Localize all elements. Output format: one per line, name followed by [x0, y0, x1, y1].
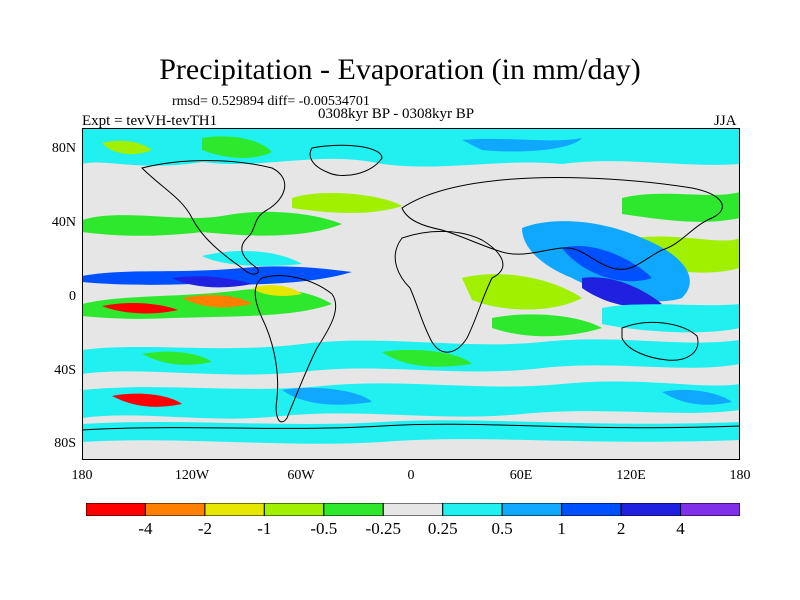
colorbar-swatch [382, 503, 444, 516]
y-tick-label: 80N [51, 141, 76, 156]
colorbar-label: 2 [616, 519, 626, 538]
y-tick-label: 80S [54, 436, 76, 451]
x-tick-label: 120E [616, 468, 646, 483]
y-tick-label: 40N [51, 215, 76, 230]
x-tick-label: 180 [729, 468, 751, 483]
colorbar-swatch [561, 503, 622, 516]
colorbar-swatch [263, 503, 325, 516]
colorbar-label: -4 [138, 519, 153, 538]
x-tick-label: 60E [509, 468, 533, 483]
colorbar-swatch [323, 503, 384, 516]
colorbar-label: -2 [197, 519, 212, 538]
colorbar-swatch [501, 503, 563, 516]
colorbar-swatch [86, 503, 146, 516]
colorbar-label: -0.5 [310, 519, 338, 538]
stats-text: rmsd= 0.529894 diff= -0.00534701 [172, 94, 370, 109]
colorbar-swatch [204, 503, 265, 516]
colorbar-label: 1 [557, 519, 566, 538]
colorbar-label: 0.5 [491, 519, 513, 538]
field-regions [82, 128, 740, 444]
experiment-label: Expt = tevVH-tevTH1 [82, 113, 218, 129]
colorbar-swatch [680, 503, 740, 516]
colorbar-label: 0.25 [427, 519, 458, 538]
coastlines [82, 144, 740, 431]
colorbar-label: 4 [676, 519, 685, 538]
x-tick-label: 120W [174, 468, 210, 483]
map-frame [82, 128, 740, 460]
colorbar-swatch [620, 503, 682, 516]
colorbar-label: -0.25 [365, 519, 401, 538]
season-label: JJA [714, 113, 737, 129]
x-tick-label: 180 [71, 468, 93, 483]
x-tick-label: 60W [287, 468, 315, 483]
colorbar-label: -1 [257, 519, 272, 538]
colorbar-swatch [442, 503, 503, 516]
period-label: 0308kyr BP - 0308kyr BP [318, 106, 475, 122]
colorbar [86, 503, 740, 516]
x-tick-label: 0 [407, 468, 415, 483]
y-tick-label: 0 [69, 289, 76, 304]
world-map [82, 128, 740, 460]
y-tick-label: 40S [54, 363, 76, 378]
map-title: Precipitation - Evaporation (in mm/day) [159, 53, 641, 86]
colorbar-swatch [144, 503, 206, 516]
